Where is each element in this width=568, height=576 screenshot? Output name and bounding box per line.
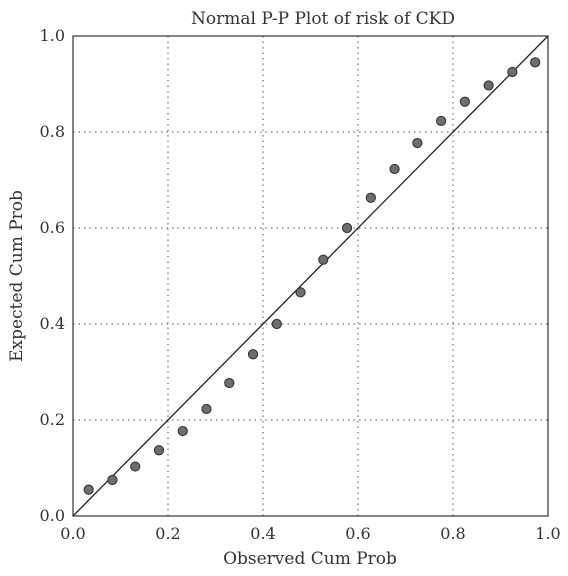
data-point [247, 349, 259, 360]
reference-line [72, 35, 549, 517]
data-point [530, 57, 541, 68]
data-point [295, 287, 306, 298]
x-axis-label: Observed Cum Prob [223, 549, 397, 569]
data-point [201, 403, 212, 415]
data-point [459, 96, 470, 107]
y-tick-label: 0.4 [40, 314, 65, 333]
y-tick-label: 0.0 [40, 506, 65, 525]
x-tick-label: 0.4 [250, 524, 275, 543]
grid [73, 36, 548, 516]
plot-frame [72, 35, 549, 517]
data-point [271, 318, 282, 330]
data-point [412, 137, 423, 149]
y-tick-label: 0.2 [40, 410, 65, 429]
data-point [365, 192, 376, 203]
x-tick-label: 0.6 [345, 524, 370, 543]
data-point [507, 66, 518, 78]
x-tick-label: 0.8 [440, 524, 465, 543]
x-tick-label: 1.0 [535, 524, 560, 543]
y-tick-label: 0.6 [40, 218, 65, 237]
data-point [130, 461, 141, 472]
x-tick-label: 0.0 [60, 524, 85, 543]
x-tick-labels: 0.0 0.2 0.4 0.6 0.8 1.0 [60, 524, 560, 543]
data-point [224, 377, 235, 389]
data-point [83, 484, 94, 495]
data-points [83, 57, 541, 495]
x-tick-label: 0.2 [155, 524, 180, 543]
data-point [153, 445, 165, 456]
data-point [341, 222, 353, 234]
data-point [483, 80, 494, 91]
y-tick-label: 1.0 [40, 26, 65, 45]
y-tick-label: 0.8 [40, 122, 65, 141]
data-point [318, 254, 329, 265]
reference-line-group [72, 35, 549, 517]
data-point [107, 474, 118, 486]
data-point [436, 115, 447, 127]
chart-title: Normal P-P Plot of risk of CKD [191, 9, 455, 29]
y-axis-label: Expected Cum Prob [7, 190, 27, 362]
data-point [389, 163, 400, 175]
y-tick-labels: 0.0 0.2 0.4 0.6 0.8 1.0 [40, 26, 65, 525]
data-point [177, 425, 188, 437]
